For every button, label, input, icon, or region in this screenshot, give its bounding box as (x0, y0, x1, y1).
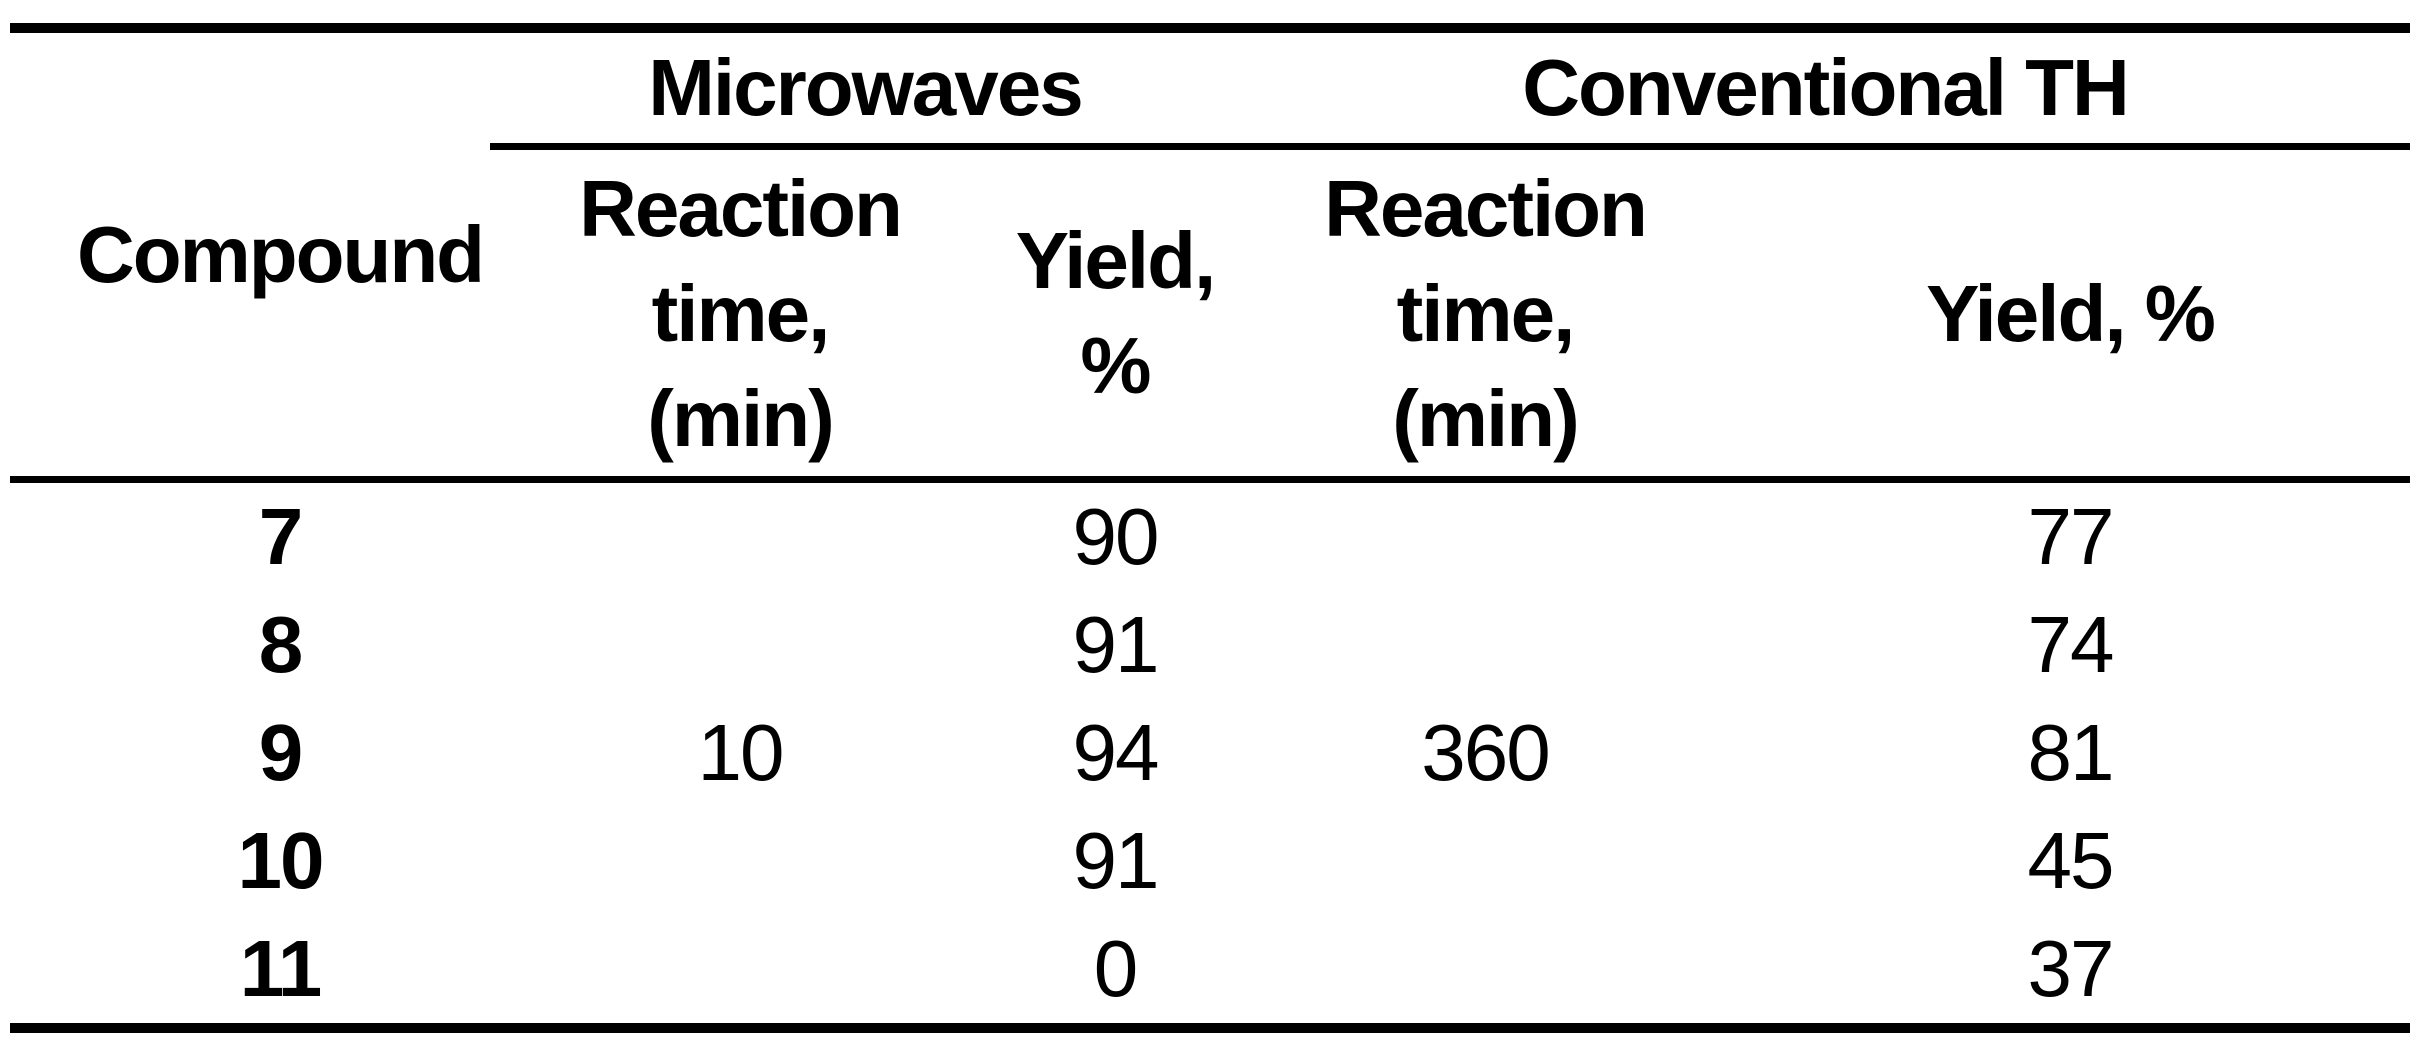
compound-cell: 9 (258, 708, 304, 797)
conv-yield-cell: 77 (2027, 492, 2115, 581)
table-group-header-row: Compound Microwaves Conventional TH (10, 28, 2411, 483)
conv-yield-cell: 45 (2027, 816, 2115, 905)
table-row-compound-10: 10 91 45 (10, 807, 2410, 915)
mw-yield-cell: 91 (1072, 816, 1160, 905)
group-header-microwaves: Microwaves (490, 28, 1240, 150)
column-header-mw-reaction-time: Reaction time, (min) (490, 146, 990, 483)
mw-yield-cell: 94 (1072, 708, 1160, 797)
table-row-compound-9: 9 94 81 (10, 699, 2410, 807)
column-header-conv-reaction-time: Reaction time, (min) (1240, 146, 1730, 483)
results-table: Compound Microwaves Conventional TH Reac… (10, 23, 2411, 1033)
group-header-conventional-th: Conventional TH (1240, 28, 2411, 150)
mw-yield-cell: 0 (1093, 924, 1139, 1013)
compound-cell: 8 (258, 600, 304, 689)
conv-yield-cell: 74 (2027, 600, 2115, 689)
column-header-conv-yield: Yield, % (1730, 146, 2411, 483)
compound-cell: 11 (239, 924, 323, 1013)
column-header-compound: Compound (10, 28, 490, 483)
table-column-header-row: Reaction time, (min) Yield, % Reaction t… (10, 146, 2411, 483)
column-header-mw-yield: Yield, % (990, 146, 1240, 483)
conv-yield-cell: 81 (2027, 708, 2115, 797)
conv-reaction-time-cell: 360 (1421, 708, 1550, 797)
table-row-compound-7: 7 10 90 360 77 (10, 480, 2410, 797)
mw-yield-cell: 91 (1072, 600, 1160, 689)
mw-yield-cell: 90 (1072, 492, 1160, 581)
table-row-compound-8: 8 91 74 (10, 591, 2410, 699)
table-row-compound-11: 11 0 37 (10, 915, 2410, 1028)
compound-cell: 10 (237, 816, 325, 905)
compound-cell: 7 (258, 492, 304, 581)
mw-reaction-time-cell: 10 (697, 708, 785, 797)
conv-yield-cell: 37 (2027, 924, 2115, 1013)
